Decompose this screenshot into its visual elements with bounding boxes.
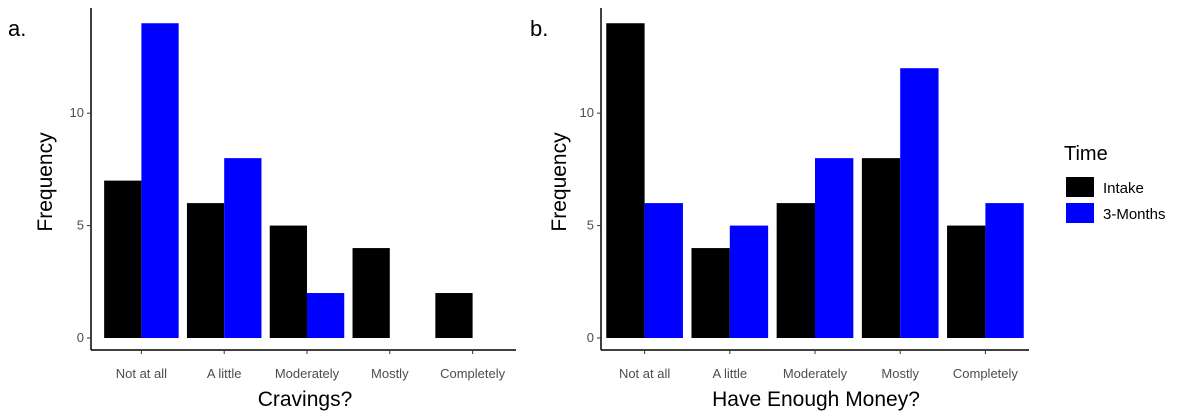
panel-b-x-tick-label: Mostly [881,366,919,381]
panel-a-x-axis-title: Cravings? [258,388,353,411]
panel-a-bar-intake-moderately [269,225,307,338]
panel-a-x-tick-label: Not at all [116,366,167,381]
legend-swatch-3-months [1066,203,1094,223]
panel-b-bar-intake-moderately [776,203,815,338]
panel-b-x-tick-label: A little [712,366,747,381]
panel-b-plot: 0 5 10 Not at all A little Moderately Mostly Co… [580,8,1029,381]
panel-a-plot: 0 5 10 Not at all A little Moderately Mostly Co… [70,8,516,381]
panel-a-y-tick-label: 5 [77,218,84,233]
panel-b-x-tick-label: Moderately [783,366,848,381]
panel-a-bar-3-months-not-at-all [141,23,179,338]
panel-a-x-tick-label: Completely [440,366,506,381]
panel-b-y-tick-label: 10 [580,105,594,120]
panel-b-bar-3-months-mostly [900,68,939,338]
panel-a-x-tick-label: Mostly [371,366,409,381]
panel-a-bar-intake-completely [435,293,473,338]
legend-swatch-intake [1066,177,1094,197]
panel-a-x-tick-label: A little [207,366,242,381]
panel-b-bar-intake-completely [947,225,986,338]
legend-title: Time [1064,143,1108,165]
panel-a-bar-intake-a-little [186,203,225,338]
legend-label-intake: Intake [1103,180,1144,197]
panel-b-bar-intake-not-at-all [606,23,645,338]
panel-b-y-axis-title: Frequency [548,132,571,232]
panel-a-bar-3-months-a-little [224,158,262,338]
panel-a-y-tick-label: 0 [77,330,84,345]
panel-b-x-tick-label: Not at all [619,366,670,381]
panel-a-label: a. [8,16,26,41]
panel-a-bar-intake-mostly [352,248,390,338]
legend-label-3-months: 3-Months [1103,206,1166,223]
panel-a-bar-3-months-moderately [307,293,345,338]
panel-b-y-tick-label: 0 [587,330,594,345]
panel-b-bar-3-months-completely [985,203,1024,338]
panel-b-bar-3-months-moderately [815,158,854,338]
panel-b-label: b. [530,16,548,41]
panel-b-bar-3-months-not-at-all [644,203,683,338]
legend: Time Intake 3-Months [1064,143,1166,223]
panel-b-bar-intake-mostly [861,158,901,338]
panel-b-x-tick-label: Completely [953,366,1019,381]
panel-a-x-tick-label: Moderately [275,366,340,381]
panel-a-bar-intake-not-at-all [104,180,142,338]
panel-a: a. Frequency Cravings? 0 5 10 Not at all A l… [8,8,516,411]
panel-a-y-tick-label: 10 [70,105,84,120]
panel-b-bar-3-months-a-little [729,225,769,338]
panel-b: b. Frequency Have Enough Money? 0 5 10 Not … [530,8,1029,411]
panel-b-bar-intake-a-little [691,248,730,338]
panel-a-y-axis-title: Frequency [34,132,57,232]
panel-b-x-axis-title: Have Enough Money? [712,388,920,411]
panel-b-y-tick-label: 5 [587,218,594,233]
